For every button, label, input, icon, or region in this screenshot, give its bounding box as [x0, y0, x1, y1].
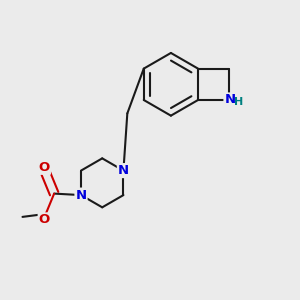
Text: O: O: [39, 161, 50, 174]
Text: N: N: [224, 94, 236, 106]
Text: N: N: [76, 189, 87, 202]
Text: H: H: [234, 97, 243, 107]
Text: O: O: [39, 213, 50, 226]
Text: N: N: [118, 164, 129, 177]
